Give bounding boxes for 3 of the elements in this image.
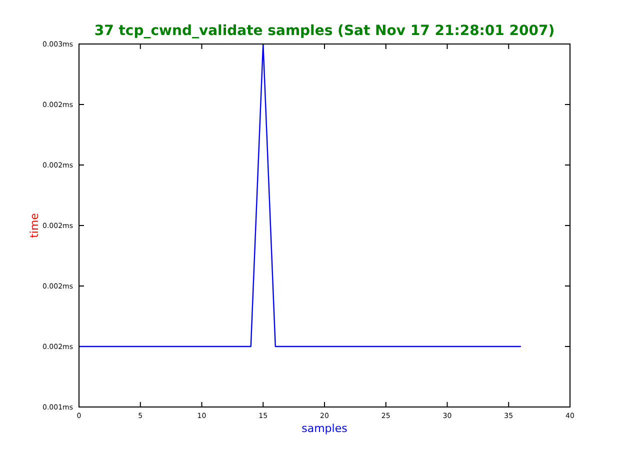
chart-title: 37 tcp_cwnd_validate samples (Sat Nov 17 21:28:01 2007) <box>94 23 555 39</box>
x-axis-title: samples <box>302 422 348 435</box>
y-axis-title: time <box>28 212 41 238</box>
